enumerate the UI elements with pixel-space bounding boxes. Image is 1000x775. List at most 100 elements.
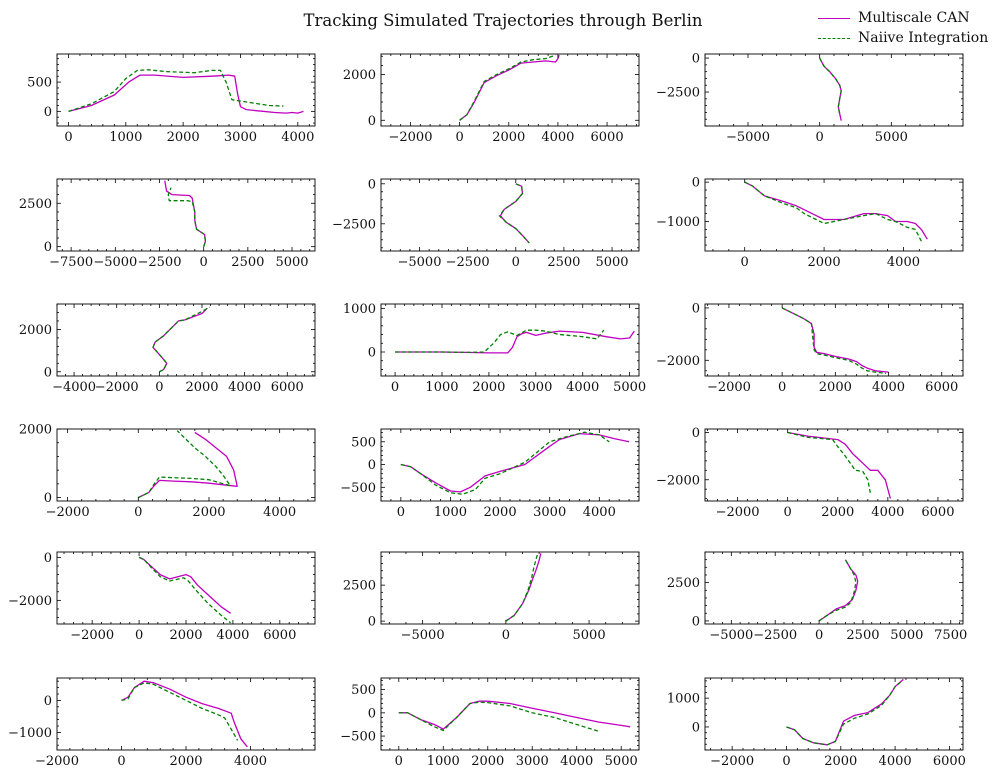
legend-swatch-multiscale-can	[818, 17, 850, 19]
x-tick-label: 2000	[169, 754, 202, 769]
x-tick-label: 2000	[185, 380, 218, 395]
series-line-multiscale-can	[818, 559, 859, 622]
x-tick-label: 3000	[516, 754, 549, 769]
series-line-multiscale-can	[459, 54, 560, 121]
y-tick-label: 2500	[19, 197, 52, 212]
y-tick-label: 0	[692, 301, 700, 316]
series-line-multiscale-can	[152, 307, 208, 373]
x-tick-label: 0	[741, 255, 749, 270]
x-tick-label: −2000	[46, 505, 90, 520]
x-tick-label: 4000	[281, 130, 314, 145]
y-tick-label: 0	[692, 52, 700, 67]
x-tick-label: 0	[455, 130, 463, 145]
y-tick-label: 0	[44, 491, 52, 506]
y-tick-label: 2000	[343, 68, 376, 83]
x-tick-label: 2500	[231, 255, 264, 270]
y-tick-label: −1000	[8, 726, 52, 741]
series-line-multiscale-can	[138, 556, 231, 614]
x-tick-label: 5000	[613, 380, 646, 395]
x-tick-label: −2500	[138, 255, 182, 270]
x-tick-label: 2500	[846, 628, 879, 643]
axes-frame	[380, 53, 640, 127]
x-tick-label: 4000	[228, 380, 261, 395]
x-tick-label: −2000	[70, 628, 114, 643]
axes-frame	[704, 53, 964, 127]
y-tick-label: 2000	[19, 323, 52, 338]
x-tick-label: 2000	[192, 505, 225, 520]
series-line-naiive-integration	[744, 181, 922, 242]
x-tick-label: 6000	[921, 505, 954, 520]
x-tick-label: 0	[135, 628, 143, 643]
series-line-multiscale-can	[744, 181, 928, 240]
series-line-naiive-integration	[398, 701, 600, 733]
y-tick-label: −2000	[8, 594, 52, 609]
subplot-2: −2000 0 2000 4000 6000 0 2000	[343, 53, 640, 145]
x-tick-label: 0	[502, 628, 510, 643]
x-tick-label: 0	[200, 255, 208, 270]
figure-title: Tracking Simulated Trajectories through …	[303, 11, 703, 30]
x-tick-label: 4000	[560, 754, 593, 769]
x-tick-label: 0	[784, 505, 792, 520]
subplot-5: −5000 −2500 0 2500 5000 0 −2500	[332, 177, 640, 270]
axes-frame	[380, 677, 640, 751]
legend-item-naiive-integration: Naiive Integration	[818, 28, 988, 48]
axes-frame	[704, 303, 964, 377]
series-line-naiive-integration	[68, 69, 284, 113]
x-tick-label: 2000	[824, 754, 857, 769]
x-tick-label: 2000	[484, 505, 517, 520]
y-tick-label: −1000	[656, 215, 700, 230]
subplot-6: 0 2000 4000 0 −1000	[656, 176, 964, 270]
axes-frame	[704, 178, 964, 252]
x-tick-label: −2500	[446, 255, 490, 270]
y-tick-label: 500	[351, 435, 376, 450]
subplot-4: −7500 −5000 −2500 0 2500 5000 0 2500	[19, 178, 316, 270]
x-tick-label: 6000	[933, 754, 966, 769]
y-tick-label: 0	[44, 551, 52, 566]
x-tick-label: 5000	[275, 255, 308, 270]
x-tick-label: 0	[155, 380, 163, 395]
legend: Multiscale CAN Naiive Integration	[818, 8, 988, 48]
subplot-16: −2000 0 2000 4000 0 −1000	[8, 677, 316, 769]
axes-frame	[704, 428, 964, 502]
series-line-naiive-integration	[121, 682, 239, 741]
series-line-naiive-integration	[781, 307, 886, 375]
axes-frame	[704, 677, 964, 751]
series-line-multiscale-can	[819, 57, 842, 121]
axes-frame	[56, 303, 316, 377]
series-line-naiive-integration	[786, 681, 901, 746]
x-tick-label: −2000	[388, 130, 432, 145]
y-tick-label: 2000	[19, 423, 52, 438]
subplot-14: −5000 0 5000 0 2500	[343, 551, 640, 643]
x-tick-label: 1000	[434, 505, 467, 520]
x-tick-label: 6000	[271, 380, 304, 395]
x-tick-label: −2000	[35, 754, 79, 769]
subplot-18: −2000 0 2000 4000 6000 0 1000	[667, 677, 966, 769]
y-tick-label: −500	[340, 481, 376, 496]
x-tick-label: 5000	[573, 628, 606, 643]
series-line-multiscale-can	[121, 680, 248, 748]
y-tick-label: 0	[44, 240, 52, 255]
subplot-3: −5000 0 5000 0 −2500	[656, 52, 964, 145]
series-line-naiive-integration	[459, 54, 556, 121]
x-tick-label: 3000	[519, 380, 552, 395]
x-tick-label: 0	[134, 505, 142, 520]
x-tick-label: −5000	[709, 628, 753, 643]
legend-item-multiscale-can: Multiscale CAN	[818, 8, 988, 28]
subplot-17: 0 1000 2000 3000 4000 5000 −500 0 500	[340, 677, 640, 769]
x-tick-label: 2000	[167, 130, 200, 145]
axes-frame	[56, 551, 316, 625]
y-tick-label: −2500	[656, 86, 700, 101]
x-tick-label: 0	[512, 255, 520, 270]
subplot-7: −4000−2000 0 2000 4000 6000 0 2000	[19, 303, 316, 395]
x-tick-label: 5000	[595, 255, 628, 270]
x-tick-label: 0	[778, 380, 786, 395]
x-tick-label: 6000	[263, 628, 296, 643]
axes-frame	[56, 677, 316, 751]
series-line-multiscale-can	[499, 183, 530, 244]
x-tick-label: 0	[816, 130, 824, 145]
x-tick-label: 2000	[471, 754, 504, 769]
y-tick-label: 0	[368, 615, 376, 630]
axes-frame	[56, 428, 316, 502]
x-tick-label: 6000	[925, 380, 958, 395]
